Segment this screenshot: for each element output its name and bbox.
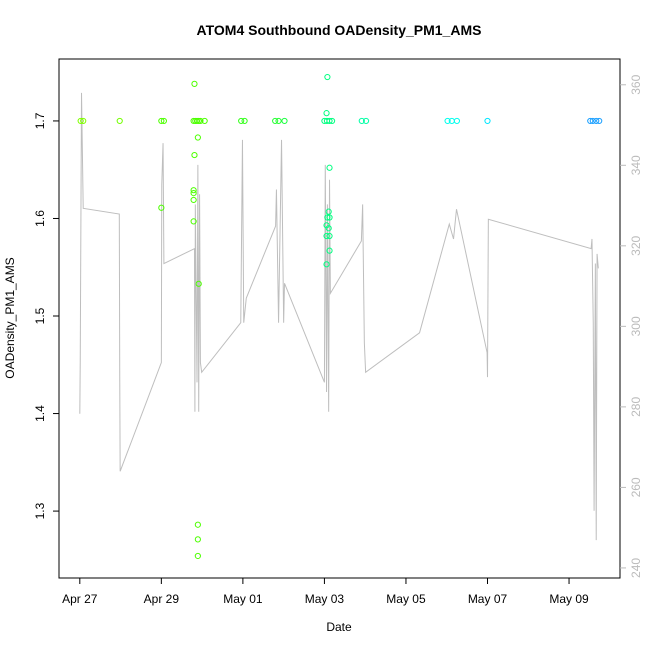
x-tick-label: May 05 bbox=[386, 592, 426, 606]
point bbox=[195, 280, 202, 287]
y2-tick-label: 340 bbox=[629, 155, 643, 175]
point bbox=[362, 117, 370, 125]
x-axis-label: Date bbox=[326, 620, 352, 634]
point bbox=[326, 214, 333, 221]
point bbox=[194, 552, 201, 560]
x-tick-label: May 09 bbox=[549, 592, 589, 606]
point bbox=[241, 117, 248, 125]
point bbox=[194, 536, 201, 543]
x-tick-label: May 01 bbox=[223, 592, 263, 606]
point bbox=[190, 190, 197, 197]
point bbox=[158, 117, 165, 125]
y2-tick-label: 300 bbox=[629, 316, 643, 336]
point bbox=[197, 117, 204, 125]
point bbox=[191, 151, 198, 159]
point bbox=[80, 117, 87, 125]
point bbox=[191, 80, 198, 87]
point bbox=[593, 117, 600, 125]
y-axis-label: OADensity_PM1_AMS bbox=[3, 257, 17, 378]
point bbox=[596, 117, 603, 125]
point bbox=[589, 117, 596, 125]
point bbox=[328, 117, 336, 125]
point bbox=[195, 117, 202, 125]
plot-frame bbox=[58, 58, 621, 579]
point bbox=[358, 117, 365, 125]
x-tick-label: May 07 bbox=[468, 592, 508, 606]
point bbox=[587, 117, 594, 125]
y2-tick-label: 260 bbox=[629, 477, 643, 497]
point bbox=[158, 204, 165, 211]
point bbox=[325, 208, 332, 215]
point bbox=[326, 247, 333, 254]
point bbox=[444, 117, 451, 125]
x-tick-label: May 03 bbox=[305, 592, 345, 606]
point bbox=[193, 117, 201, 125]
point bbox=[190, 187, 197, 194]
point bbox=[190, 218, 197, 225]
point bbox=[201, 117, 208, 125]
y2-tick-label: 280 bbox=[629, 397, 643, 417]
point bbox=[190, 196, 197, 204]
point bbox=[326, 117, 333, 125]
point bbox=[160, 117, 167, 125]
y-tick-label: 1.5 bbox=[33, 307, 47, 324]
line-series bbox=[79, 92, 599, 541]
point bbox=[326, 232, 333, 240]
y-tick-label: 1.3 bbox=[33, 502, 47, 519]
point bbox=[326, 164, 333, 171]
point bbox=[238, 117, 245, 125]
point bbox=[194, 521, 201, 528]
point bbox=[281, 117, 288, 125]
y2-tick-label: 320 bbox=[629, 235, 643, 255]
point bbox=[325, 225, 332, 232]
y2-tick-label: 360 bbox=[629, 74, 643, 94]
x-tick-label: Apr 29 bbox=[144, 592, 180, 606]
point bbox=[453, 117, 461, 125]
point bbox=[484, 117, 491, 125]
point bbox=[324, 214, 331, 221]
x-tick-label: Apr 27 bbox=[62, 592, 98, 606]
point bbox=[77, 117, 84, 125]
point bbox=[116, 117, 123, 125]
point bbox=[323, 261, 330, 268]
point bbox=[194, 134, 201, 141]
point bbox=[324, 73, 331, 81]
y-tick-label: 1.6 bbox=[33, 210, 47, 227]
y-tick-label: 1.4 bbox=[33, 405, 47, 422]
point bbox=[323, 232, 330, 240]
chart-title: ATOM4 Southbound OADensity_PM1_AMS bbox=[197, 22, 482, 38]
y-tick-label: 1.7 bbox=[33, 112, 47, 129]
point bbox=[275, 117, 282, 125]
y2-tick-label: 240 bbox=[629, 558, 643, 578]
point bbox=[323, 110, 330, 117]
point bbox=[272, 117, 279, 125]
